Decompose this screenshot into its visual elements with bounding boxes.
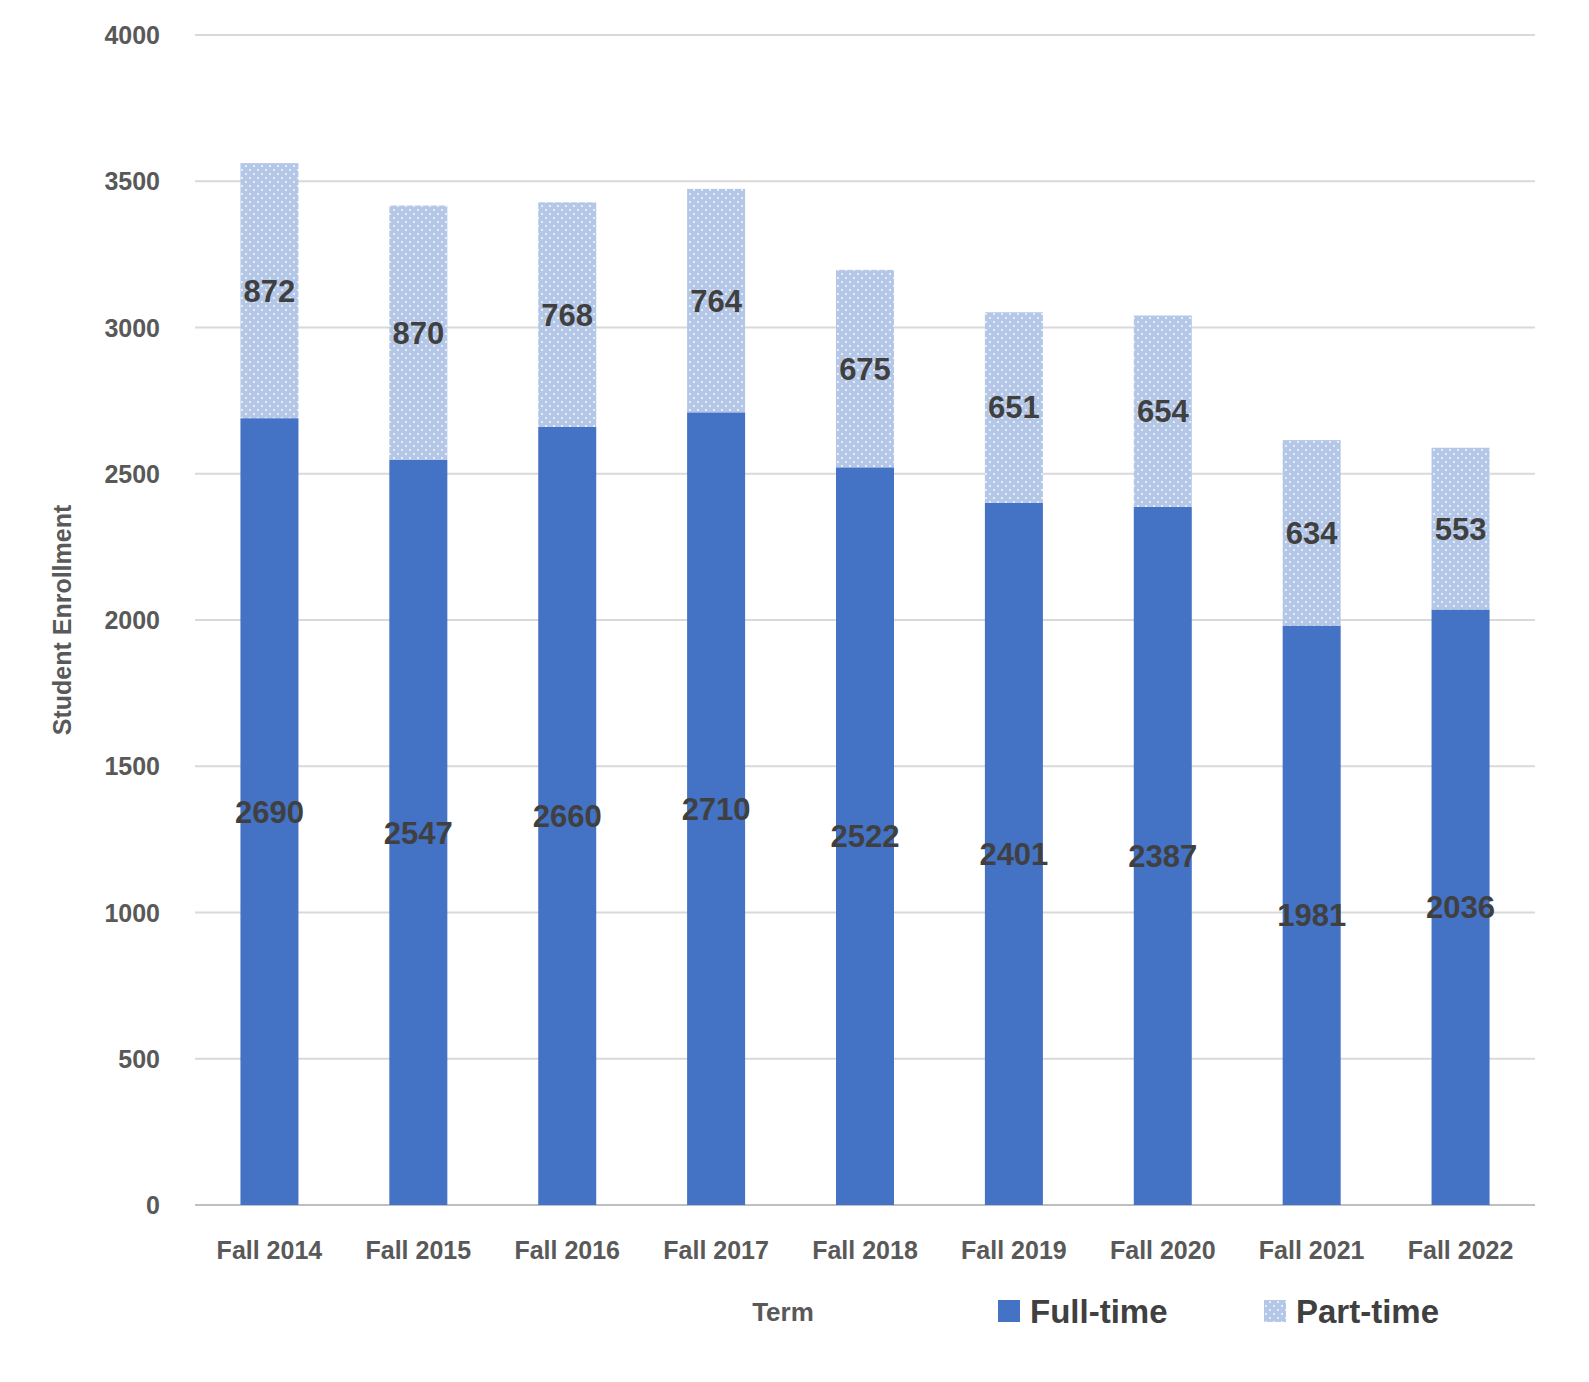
y-tick-label: 0 [146, 1191, 160, 1219]
x-tick-label: Fall 2020 [1110, 1236, 1216, 1264]
data-label: 870 [392, 316, 444, 351]
legend-label: Full-time [1030, 1293, 1168, 1330]
y-tick-label: 3000 [104, 314, 160, 342]
bar-segment [985, 312, 1043, 502]
x-tick-label: Fall 2015 [366, 1236, 472, 1264]
data-label: 553 [1435, 512, 1487, 547]
bar-segment [836, 270, 894, 467]
data-label: 2710 [682, 792, 751, 827]
y-axis-title: Student Enrollment [48, 504, 76, 735]
data-label: 1981 [1277, 898, 1346, 933]
x-tick-label: Fall 2018 [812, 1236, 918, 1264]
bars [240, 163, 1489, 1205]
y-tick-label: 500 [118, 1045, 160, 1073]
grid [195, 35, 1535, 1205]
bar-segment [687, 189, 745, 412]
x-tick-label: Fall 2021 [1259, 1236, 1365, 1264]
x-tick-label: Fall 2022 [1408, 1236, 1514, 1264]
y-tick-label: 1500 [104, 752, 160, 780]
x-tick-label: Fall 2019 [961, 1236, 1067, 1264]
y-tick-label: 3500 [104, 167, 160, 195]
y-tick-label: 4000 [104, 21, 160, 49]
data-label: 2547 [384, 816, 453, 851]
data-label: 2522 [831, 819, 900, 854]
data-label: 2401 [979, 837, 1048, 872]
y-tick-label: 2500 [104, 460, 160, 488]
data-label: 764 [690, 284, 742, 319]
data-label: 2036 [1426, 890, 1495, 925]
data-label: 634 [1286, 516, 1338, 551]
data-label: 2387 [1128, 839, 1197, 874]
legend-swatch [998, 1300, 1020, 1322]
bar-segment [1432, 448, 1490, 610]
chart: 0500100015002000250030003500400026908722… [0, 0, 1589, 1382]
data-label: 651 [988, 390, 1040, 425]
x-tick-label: Fall 2016 [514, 1236, 620, 1264]
legend-label: Part-time [1296, 1293, 1439, 1330]
data-label: 654 [1137, 394, 1189, 429]
x-tick-label: Fall 2017 [663, 1236, 769, 1264]
legend: Full-time Part-time [998, 1293, 1439, 1330]
grid-line [195, 180, 1535, 182]
data-label: 768 [541, 298, 593, 333]
bar-segment [1283, 440, 1341, 625]
x-tick-label: Fall 2014 [217, 1236, 323, 1264]
y-tick-label: 2000 [104, 606, 160, 634]
bar-segment [389, 206, 447, 460]
data-label: 872 [244, 274, 296, 309]
x-axis-title: Term [752, 1297, 814, 1327]
grid-line [195, 34, 1535, 36]
y-tick-label: 1000 [104, 899, 160, 927]
data-label: 675 [839, 352, 891, 387]
data-label: 2660 [533, 799, 602, 834]
bar-segment [1134, 316, 1192, 507]
legend-swatch [1264, 1300, 1286, 1322]
data-label: 2690 [235, 795, 304, 830]
bar-segment [538, 202, 596, 427]
bar-segment [240, 163, 298, 418]
data-labels: 2690 872 2547 870 2660 768 2710 764 2522 675 2401 6… [235, 274, 1495, 934]
